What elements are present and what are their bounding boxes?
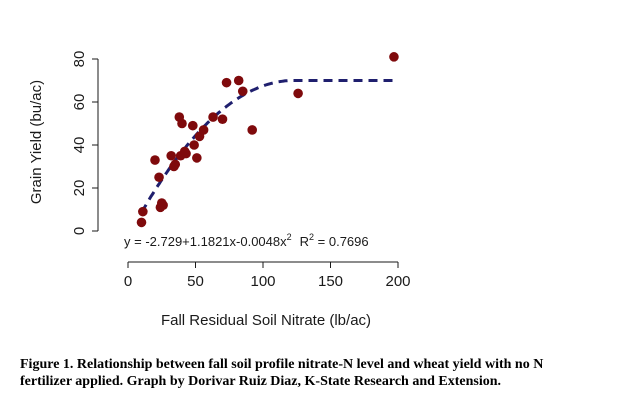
data-point: [208, 112, 218, 122]
data-point: [217, 114, 228, 124]
data-point: [158, 200, 168, 210]
data-point: [150, 155, 160, 165]
figure-caption: Figure 1. Relationship between fall soil…: [20, 356, 630, 390]
data-point: [181, 148, 191, 159]
data-point: [237, 86, 248, 97]
y-tick-label: 60: [71, 94, 88, 111]
data-point: [247, 125, 257, 135]
caption-line-2: fertilizer applied. Graph by Dorivar Rui…: [20, 374, 502, 389]
data-point: [189, 140, 199, 150]
data-point: [166, 150, 176, 161]
y-tick-label: 0: [71, 227, 88, 235]
equation-superscript: 2: [287, 232, 292, 242]
data-point: [188, 120, 198, 131]
x-axis: 0 50 100 150 200: [124, 261, 411, 290]
data-point: [177, 118, 187, 129]
caption-line-1: Figure 1. Relationship between fall soil…: [20, 357, 544, 372]
y-axis: 0 20 40 60 80: [71, 51, 99, 235]
fit-equation: y = -2.729+1.1821x-0.0048x2 R2 = 0.7696: [124, 232, 369, 249]
data-point: [170, 159, 181, 170]
fit-curve: [140, 79, 398, 214]
r2-superscript: 2: [309, 232, 314, 242]
y-tick-label: 20: [71, 180, 88, 197]
data-point: [293, 88, 303, 99]
x-tick-label: 0: [124, 273, 132, 290]
y-tick-label: 80: [71, 51, 88, 68]
data-point: [221, 77, 232, 88]
y-tick-label: 40: [71, 137, 88, 154]
data-point: [192, 153, 202, 163]
data-point: [136, 217, 147, 228]
r2-prefix: R: [300, 234, 309, 249]
data-points: [136, 52, 399, 228]
data-point: [389, 52, 399, 62]
x-tick-label: 50: [187, 273, 204, 290]
x-tick-label: 150: [318, 273, 343, 290]
x-tick-label: 200: [385, 273, 410, 290]
r2-value: = 0.7696: [314, 234, 369, 249]
equation-main: y = -2.729+1.1821x-0.0048x: [124, 234, 287, 249]
x-axis-label: Fall Residual Soil Nitrate (lb/ac): [161, 312, 371, 329]
data-point: [198, 125, 209, 135]
data-point: [154, 172, 164, 183]
scatter-chart: 0 20 40 60 80 0 50 100 150 200 y = -2.729+1.1821…: [28, 51, 411, 329]
x-tick-label: 100: [250, 273, 275, 290]
data-point: [138, 206, 148, 217]
data-point: [233, 75, 244, 86]
y-axis-label: Grain Yield (bu/ac): [28, 80, 45, 204]
